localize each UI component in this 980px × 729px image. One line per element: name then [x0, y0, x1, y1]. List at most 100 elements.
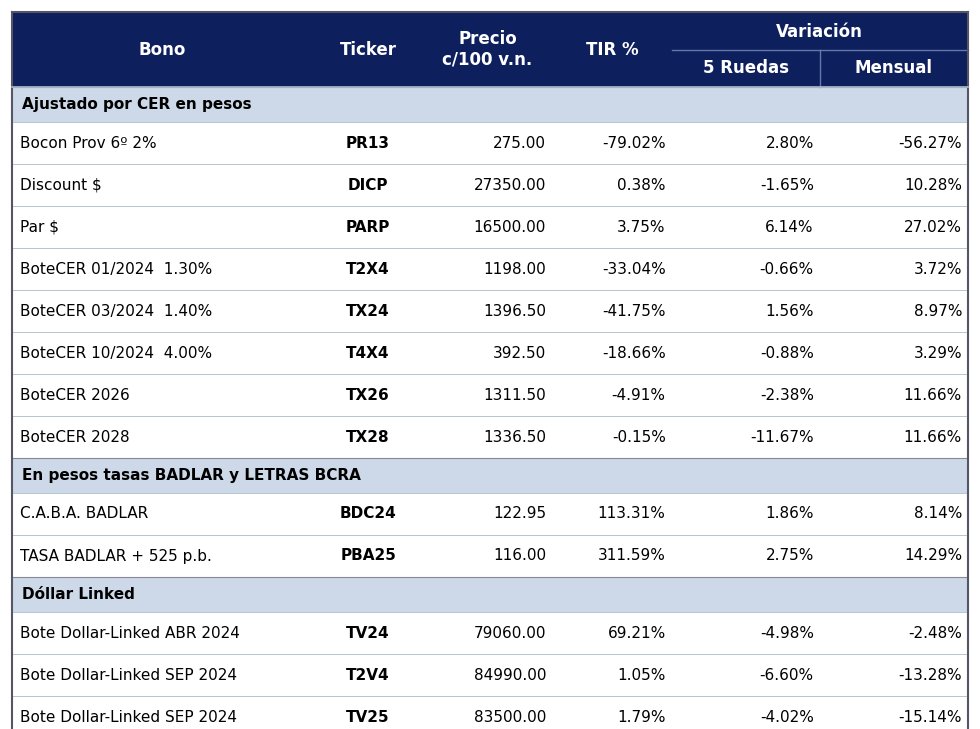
Text: -56.27%: -56.27%	[899, 136, 962, 150]
Text: -41.75%: -41.75%	[602, 303, 665, 319]
Text: T4X4: T4X4	[346, 346, 390, 361]
Text: 1198.00: 1198.00	[483, 262, 546, 276]
Bar	[12, 248, 968, 290]
Text: 11.66%: 11.66%	[904, 429, 962, 445]
Text: 11.66%: 11.66%	[904, 388, 962, 402]
Bar	[12, 416, 968, 458]
Text: C.A.B.A. BADLAR: C.A.B.A. BADLAR	[20, 507, 148, 521]
Text: 1396.50: 1396.50	[483, 303, 546, 319]
Text: 27350.00: 27350.00	[473, 177, 546, 192]
Text: 116.00: 116.00	[493, 548, 546, 564]
Text: 27.02%: 27.02%	[904, 219, 962, 235]
Text: Mensual: Mensual	[855, 59, 933, 77]
Text: 83500.00: 83500.00	[473, 709, 546, 725]
Text: -2.38%: -2.38%	[760, 388, 813, 402]
Text: -2.48%: -2.48%	[908, 625, 962, 641]
Text: DICP: DICP	[348, 177, 388, 192]
Bar	[12, 122, 968, 164]
Text: 0.38%: 0.38%	[617, 177, 665, 192]
Text: 1336.50: 1336.50	[483, 429, 546, 445]
Text: -18.66%: -18.66%	[602, 346, 665, 361]
Bar	[12, 612, 968, 654]
Text: 8.97%: 8.97%	[913, 303, 962, 319]
Text: Ajustado por CER en pesos: Ajustado por CER en pesos	[22, 97, 252, 112]
Text: 3.29%: 3.29%	[913, 346, 962, 361]
Bar	[12, 696, 968, 729]
Text: 3.72%: 3.72%	[913, 262, 962, 276]
Text: Par $: Par $	[20, 219, 59, 235]
Text: Precio
c/100 v.n.: Precio c/100 v.n.	[443, 30, 533, 69]
Text: 10.28%: 10.28%	[904, 177, 962, 192]
Text: BDC24: BDC24	[340, 507, 397, 521]
Text: Bote Dollar-Linked SEP 2024: Bote Dollar-Linked SEP 2024	[20, 709, 237, 725]
Bar	[12, 332, 968, 374]
Text: PARP: PARP	[346, 219, 390, 235]
Bar	[12, 206, 968, 248]
Text: Bocon Prov 6º 2%: Bocon Prov 6º 2%	[20, 136, 157, 150]
Text: 1.05%: 1.05%	[617, 668, 665, 682]
Text: TX26: TX26	[346, 388, 390, 402]
Text: 2.80%: 2.80%	[765, 136, 813, 150]
Text: 392.50: 392.50	[493, 346, 546, 361]
Text: BoteCER 2026: BoteCER 2026	[20, 388, 129, 402]
Text: 5 Ruedas: 5 Ruedas	[703, 59, 789, 77]
Bar	[12, 535, 968, 577]
Bar	[12, 87, 968, 122]
Text: Bono: Bono	[139, 41, 186, 58]
Bar	[12, 164, 968, 206]
Text: TV25: TV25	[346, 709, 390, 725]
Text: T2V4: T2V4	[346, 668, 390, 682]
Text: BoteCER 2028: BoteCER 2028	[20, 429, 129, 445]
Text: -4.91%: -4.91%	[612, 388, 665, 402]
Bar	[12, 12, 968, 87]
Text: 79060.00: 79060.00	[473, 625, 546, 641]
Text: 1.56%: 1.56%	[765, 303, 813, 319]
Text: -4.98%: -4.98%	[760, 625, 813, 641]
Text: BoteCER 03/2024  1.40%: BoteCER 03/2024 1.40%	[20, 303, 213, 319]
Text: Ticker: Ticker	[340, 41, 397, 58]
Text: 69.21%: 69.21%	[608, 625, 665, 641]
Text: -11.67%: -11.67%	[751, 429, 813, 445]
Text: 84990.00: 84990.00	[473, 668, 546, 682]
Text: 113.31%: 113.31%	[598, 507, 665, 521]
Text: 2.75%: 2.75%	[765, 548, 813, 564]
Text: 1.86%: 1.86%	[765, 507, 813, 521]
Text: 6.14%: 6.14%	[765, 219, 813, 235]
Text: BoteCER 01/2024  1.30%: BoteCER 01/2024 1.30%	[20, 262, 213, 276]
Text: -0.15%: -0.15%	[612, 429, 665, 445]
Text: -15.14%: -15.14%	[899, 709, 962, 725]
Text: 311.59%: 311.59%	[598, 548, 665, 564]
Text: -13.28%: -13.28%	[899, 668, 962, 682]
Text: 16500.00: 16500.00	[473, 219, 546, 235]
Text: TX28: TX28	[346, 429, 390, 445]
Text: 14.29%: 14.29%	[904, 548, 962, 564]
Bar	[12, 654, 968, 696]
Text: Variación: Variación	[776, 23, 863, 42]
Text: 122.95: 122.95	[493, 507, 546, 521]
Bar	[12, 374, 968, 416]
Text: Dóllar Linked: Dóllar Linked	[22, 587, 135, 602]
Text: Bote Dollar-Linked ABR 2024: Bote Dollar-Linked ABR 2024	[20, 625, 240, 641]
Text: 1.79%: 1.79%	[617, 709, 665, 725]
Text: -0.66%: -0.66%	[760, 262, 813, 276]
Bar	[12, 577, 968, 612]
Bar	[12, 493, 968, 535]
Text: 8.14%: 8.14%	[913, 507, 962, 521]
Bar	[12, 458, 968, 493]
Text: 275.00: 275.00	[493, 136, 546, 150]
Text: -4.02%: -4.02%	[760, 709, 813, 725]
Text: -79.02%: -79.02%	[602, 136, 665, 150]
Text: TASA BADLAR + 525 p.b.: TASA BADLAR + 525 p.b.	[20, 548, 212, 564]
Text: T2X4: T2X4	[346, 262, 390, 276]
Text: Bote Dollar-Linked SEP 2024: Bote Dollar-Linked SEP 2024	[20, 668, 237, 682]
Text: TV24: TV24	[346, 625, 390, 641]
Text: -6.60%: -6.60%	[760, 668, 813, 682]
Text: -0.88%: -0.88%	[760, 346, 813, 361]
Text: Discount $: Discount $	[20, 177, 102, 192]
Text: En pesos tasas BADLAR y LETRAS BCRA: En pesos tasas BADLAR y LETRAS BCRA	[22, 468, 361, 483]
Text: PR13: PR13	[346, 136, 390, 150]
Text: TX24: TX24	[346, 303, 390, 319]
Bar	[12, 290, 968, 332]
Text: BoteCER 10/2024  4.00%: BoteCER 10/2024 4.00%	[20, 346, 212, 361]
Text: TIR %: TIR %	[586, 41, 638, 58]
